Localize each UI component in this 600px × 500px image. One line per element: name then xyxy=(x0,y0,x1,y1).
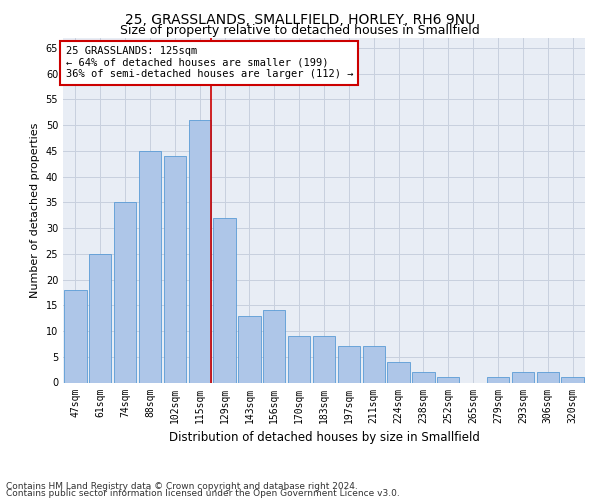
Bar xyxy=(536,372,559,382)
Y-axis label: Number of detached properties: Number of detached properties xyxy=(30,122,40,298)
Bar xyxy=(313,336,335,382)
Bar xyxy=(188,120,211,382)
Bar xyxy=(362,346,385,382)
Text: 25, GRASSLANDS, SMALLFIELD, HORLEY, RH6 9NU: 25, GRASSLANDS, SMALLFIELD, HORLEY, RH6 … xyxy=(125,12,475,26)
Bar xyxy=(139,151,161,382)
X-axis label: Distribution of detached houses by size in Smallfield: Distribution of detached houses by size … xyxy=(169,431,479,444)
Bar xyxy=(512,372,534,382)
Bar xyxy=(388,362,410,382)
Bar xyxy=(114,202,136,382)
Text: 25 GRASSLANDS: 125sqm
← 64% of detached houses are smaller (199)
36% of semi-det: 25 GRASSLANDS: 125sqm ← 64% of detached … xyxy=(65,46,353,80)
Text: Contains HM Land Registry data © Crown copyright and database right 2024.: Contains HM Land Registry data © Crown c… xyxy=(6,482,358,491)
Text: Size of property relative to detached houses in Smallfield: Size of property relative to detached ho… xyxy=(120,24,480,37)
Bar xyxy=(214,218,236,382)
Bar xyxy=(89,254,112,382)
Bar xyxy=(64,290,86,382)
Text: Contains public sector information licensed under the Open Government Licence v3: Contains public sector information licen… xyxy=(6,489,400,498)
Bar xyxy=(263,310,286,382)
Bar xyxy=(412,372,434,382)
Bar xyxy=(288,336,310,382)
Bar xyxy=(164,156,186,382)
Bar xyxy=(338,346,360,382)
Bar xyxy=(238,316,260,382)
Bar xyxy=(437,378,460,382)
Bar xyxy=(562,378,584,382)
Bar xyxy=(487,378,509,382)
